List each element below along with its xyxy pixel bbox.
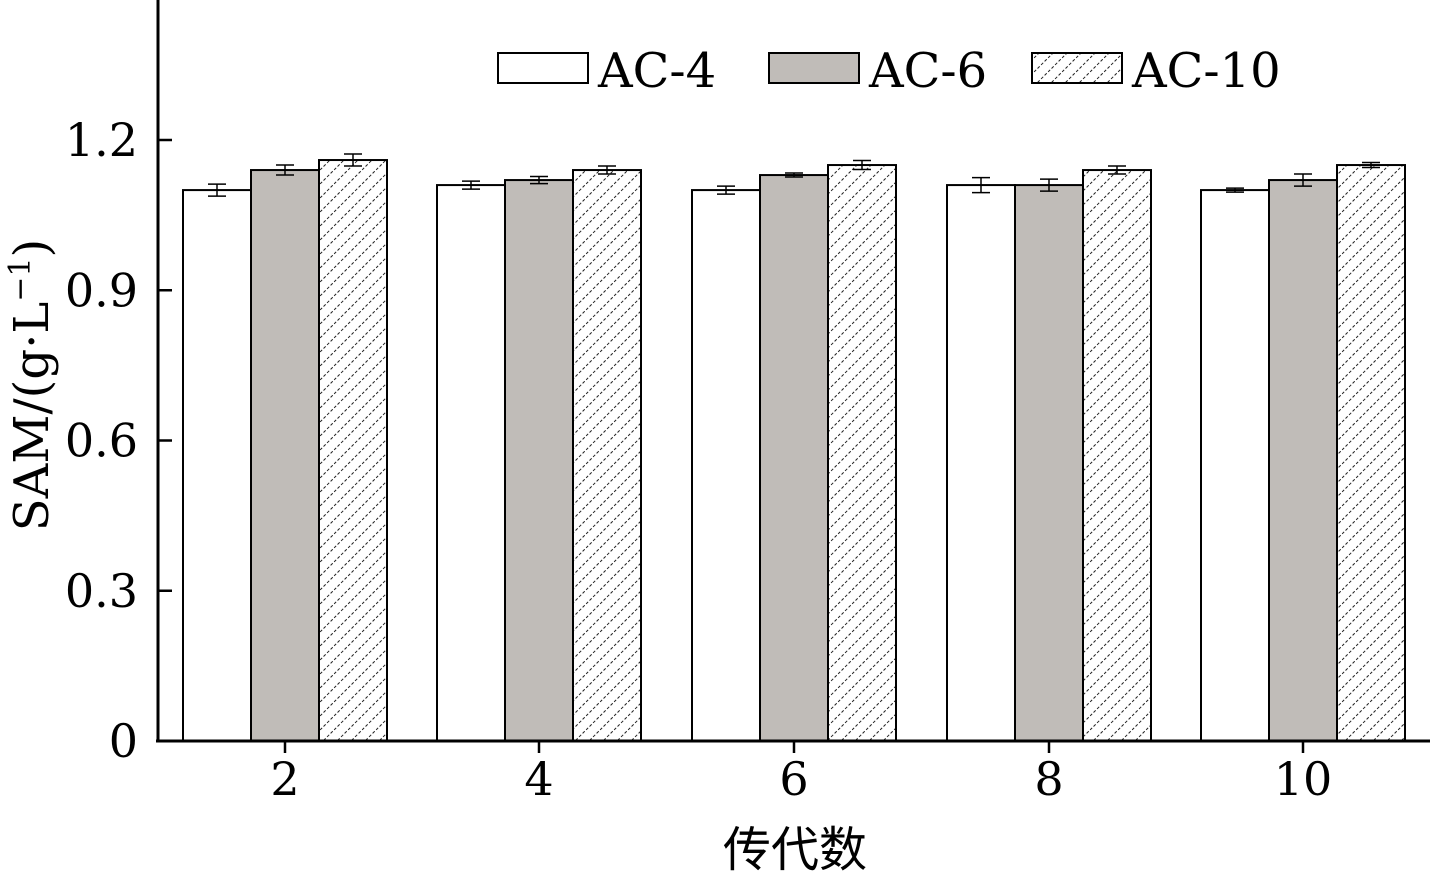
bar-ac-10-6 [827,164,897,742]
y-axis-label: SAM/(g·L−1) [3,239,60,531]
bar-ac-10-4 [572,169,642,743]
bar-ac-4-4 [436,184,506,742]
error-bars-group [208,153,1380,197]
x-tick-label: 10 [1274,752,1333,806]
x-tick-label: 4 [524,752,553,806]
bar-ac-4-10 [1200,189,1270,743]
bar-ac-10-10 [1336,164,1406,742]
legend: AC-4 AC-6 AC-10 [497,43,1281,99]
y-tick-label: 0 [109,714,138,768]
x-tick-label: 2 [270,752,299,806]
bar-ac-6-2 [250,169,320,743]
bar-ac-4-2 [182,189,252,743]
bar-ac-10-2 [318,159,388,743]
bar-ac-6-6 [759,174,829,742]
y-tick-label: 0.6 [65,414,138,468]
x-ticks-group: 2 4 6 8 10 [270,741,1332,806]
bar-ac-4-8 [946,184,1016,742]
y-axis-label-superscript: −1 [3,258,38,302]
bar-ac-6-8 [1014,184,1084,742]
y-tick-label: 0.9 [65,263,138,317]
legend-swatch-ac-4 [497,52,589,84]
x-axis-label: 传代数 [723,822,867,876]
bar-ac-10-8 [1082,169,1152,743]
y-tick-label: 0.3 [65,564,138,618]
legend-swatch-ac-6 [768,52,860,84]
y-tick-label: 1.2 [65,113,138,167]
y-axis-label-main: SAM/(g·L [4,302,60,531]
legend-swatch-ac-10 [1031,52,1123,84]
legend-label-ac-4: AC-4 [597,43,716,99]
bar-ac-4-6 [691,189,761,743]
legend-label-ac-6: AC-6 [868,43,987,99]
x-tick-label: 6 [779,752,808,806]
bars-group [182,159,1406,743]
y-ticks-group: 0 0.3 0.6 0.9 1.2 [65,113,172,768]
bar-ac-6-4 [504,179,574,743]
y-axis-label-close: ) [4,239,60,258]
x-tick-label: 8 [1034,752,1063,806]
bar-ac-6-10 [1268,179,1338,743]
legend-label-ac-10: AC-10 [1131,43,1281,99]
